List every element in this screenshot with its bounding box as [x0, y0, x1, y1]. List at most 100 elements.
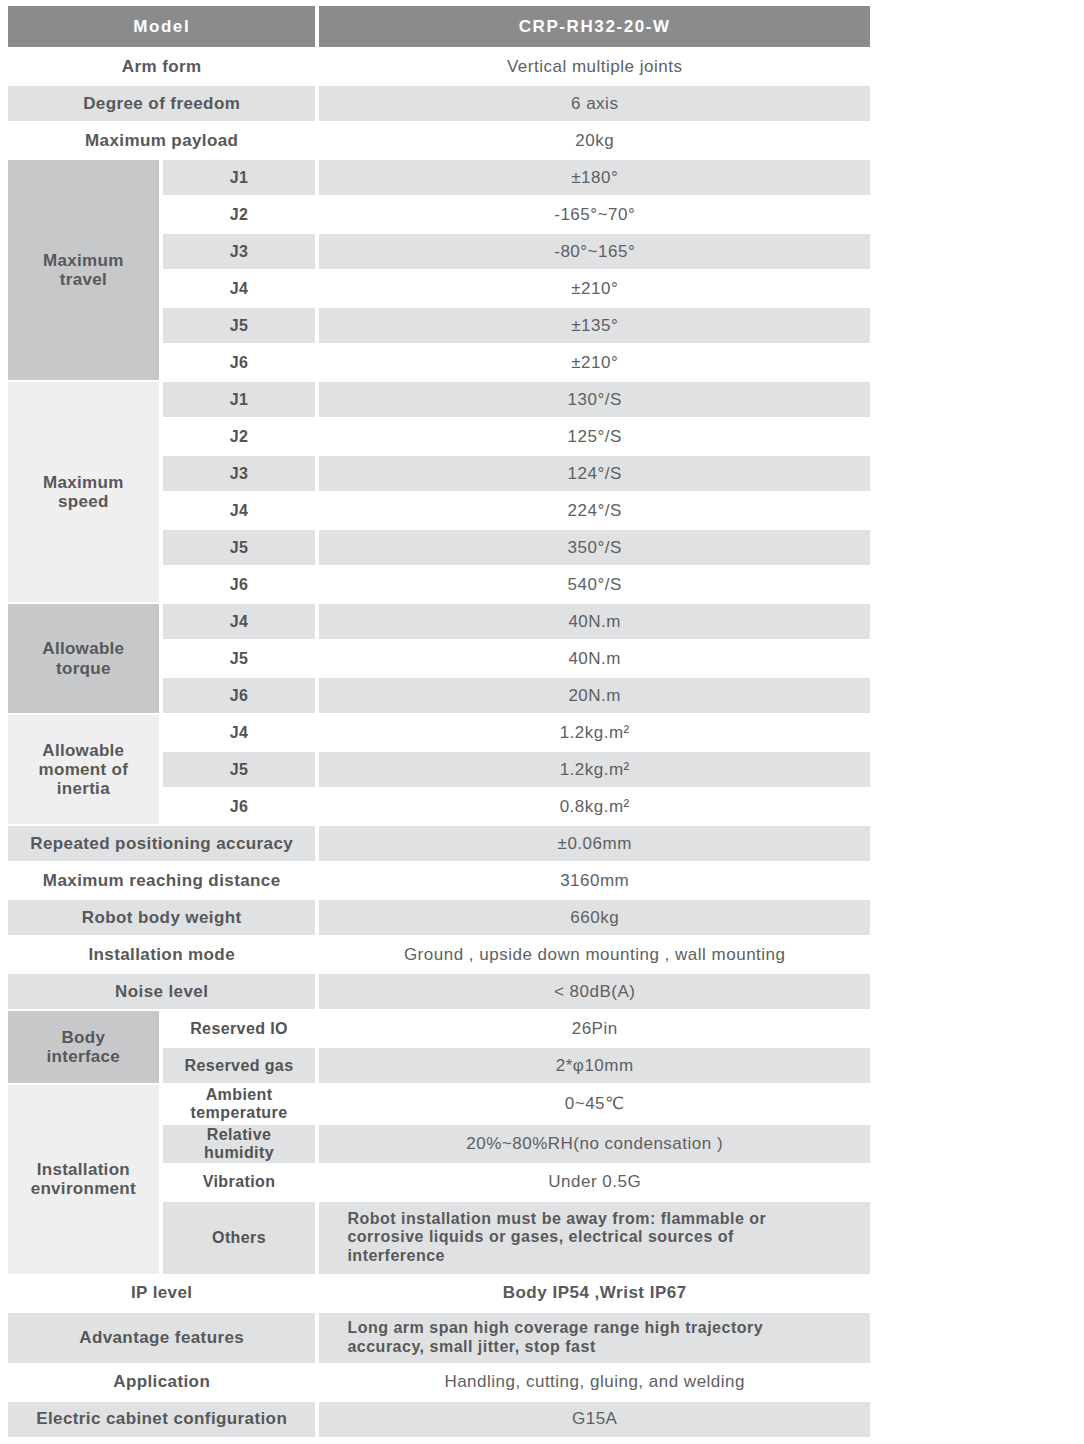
application-value: Handling, cutting, gluing, and welding: [319, 1365, 870, 1400]
maximum-reaching-distance-label: Maximum reaching distance: [8, 863, 315, 898]
speed-j2-label: J2: [163, 419, 316, 454]
repeated-positioning-accuracy-label: Repeated positioning accuracy: [8, 826, 315, 861]
torque-j5-label: J5: [163, 641, 316, 676]
body-interface-group-label: Body interface: [8, 1011, 159, 1083]
robot-body-weight-label: Robot body weight: [8, 900, 315, 935]
reserved-io-value: 26Pin: [319, 1011, 870, 1046]
maximum-reaching-distance-value: 3160mm: [319, 863, 870, 898]
relative-humidity-label: Relative humidity: [163, 1125, 316, 1163]
inertia-j6-label: J6: [163, 789, 316, 824]
arm-form-label: Arm form: [8, 49, 315, 84]
inertia-j5-value: 1.2kg.m²: [319, 752, 870, 787]
allowable-torque-group-label: Allowable torque: [8, 604, 159, 713]
robot-body-weight-value: 660kg: [319, 900, 870, 935]
travel-j5-label: J5: [163, 308, 316, 343]
speed-j2-value: 125°/S: [319, 419, 870, 454]
travel-j4-value: ±210°: [319, 271, 870, 306]
maximum-payload-label: Maximum payload: [8, 123, 315, 158]
row-inertia-j4: Allowable moment of inertia J4 1.2kg.m²: [8, 715, 870, 750]
advantage-features-label: Advantage features: [8, 1313, 315, 1363]
travel-j1-value: ±180°: [319, 160, 870, 195]
speed-j3-label: J3: [163, 456, 316, 491]
ip-level-label: IP level: [8, 1276, 315, 1311]
row-maximum-reaching-distance: Maximum reaching distance 3160mm: [8, 863, 870, 898]
row-ip-level: IP level Body IP54 ,Wrist IP67: [8, 1276, 870, 1311]
row-noise-level: Noise level < 80dB(A): [8, 974, 870, 1009]
torque-j4-label: J4: [163, 604, 316, 639]
header-row: Model CRP-RH32-20-W: [8, 6, 870, 47]
row-advantage-features: Advantage features Long arm span high co…: [8, 1313, 870, 1363]
torque-j5-value: 40N.m: [319, 641, 870, 676]
reserved-gas-label: Reserved gas: [163, 1048, 316, 1083]
row-reserved-io: Body interface Reserved IO 26Pin: [8, 1011, 870, 1046]
ip-level-value: Body IP54 ,Wrist IP67: [319, 1276, 870, 1311]
degree-of-freedom-value: 6 axis: [319, 86, 870, 121]
model-header-value: CRP-RH32-20-W: [319, 6, 870, 47]
travel-j5-value: ±135°: [319, 308, 870, 343]
row-installation-mode: Installation mode Ground , upside down m…: [8, 937, 870, 972]
noise-level-value: < 80dB(A): [319, 974, 870, 1009]
model-header-label: Model: [8, 6, 315, 47]
others-value: Robot installation must be away from: fl…: [319, 1202, 870, 1274]
speed-j6-value: 540°/S: [319, 567, 870, 602]
advantage-features-value: Long arm span high coverage range high t…: [319, 1313, 870, 1363]
row-degree-of-freedom: Degree of freedom 6 axis: [8, 86, 870, 121]
maximum-speed-group-label: Maximum speed: [8, 382, 159, 602]
travel-j2-label: J2: [163, 197, 316, 232]
row-travel-j1: Maximum travel J1 ±180°: [8, 160, 870, 195]
reserved-io-label: Reserved IO: [163, 1011, 316, 1046]
electric-cabinet-configuration-label: Electric cabinet configuration: [8, 1402, 315, 1437]
electric-cabinet-configuration-value: G15A: [319, 1402, 870, 1437]
speed-j1-value: 130°/S: [319, 382, 870, 417]
ambient-temperature-value: 0~45℃: [319, 1085, 870, 1123]
ambient-temperature-label: Ambient temperature: [163, 1085, 316, 1123]
installation-mode-label: Installation mode: [8, 937, 315, 972]
row-torque-j4: Allowable torque J4 40N.m: [8, 604, 870, 639]
relative-humidity-value: 20%~80%RH(no condensation ): [319, 1125, 870, 1163]
repeated-positioning-accuracy-value: ±0.06mm: [319, 826, 870, 861]
travel-j3-value: -80°~165°: [319, 234, 870, 269]
row-application: Application Handling, cutting, gluing, a…: [8, 1365, 870, 1400]
inertia-j4-label: J4: [163, 715, 316, 750]
travel-j3-label: J3: [163, 234, 316, 269]
inertia-j6-value: 0.8kg.m²: [319, 789, 870, 824]
travel-j2-value: -165°~70°: [319, 197, 870, 232]
inertia-j5-label: J5: [163, 752, 316, 787]
speed-j1-label: J1: [163, 382, 316, 417]
speed-j4-value: 224°/S: [319, 493, 870, 528]
torque-j6-value: 20N.m: [319, 678, 870, 713]
speed-j5-label: J5: [163, 530, 316, 565]
others-label: Others: [163, 1202, 316, 1274]
row-arm-form: Arm form Vertical multiple joints: [8, 49, 870, 84]
travel-j4-label: J4: [163, 271, 316, 306]
speed-j4-label: J4: [163, 493, 316, 528]
maximum-payload-value: 20kg: [319, 123, 870, 158]
travel-j6-value: ±210°: [319, 345, 870, 380]
torque-j6-label: J6: [163, 678, 316, 713]
row-maximum-payload: Maximum payload 20kg: [8, 123, 870, 158]
row-robot-body-weight: Robot body weight 660kg: [8, 900, 870, 935]
application-label: Application: [8, 1365, 315, 1400]
row-ambient-temperature: Installation environment Ambient tempera…: [8, 1085, 870, 1123]
travel-j1-label: J1: [163, 160, 316, 195]
arm-form-value: Vertical multiple joints: [319, 49, 870, 84]
vibration-value: Under 0.5G: [319, 1165, 870, 1200]
maximum-travel-group-label: Maximum travel: [8, 160, 159, 380]
torque-j4-value: 40N.m: [319, 604, 870, 639]
reserved-gas-value: 2*φ10mm: [319, 1048, 870, 1083]
degree-of-freedom-label: Degree of freedom: [8, 86, 315, 121]
row-electric-cabinet-configuration: Electric cabinet configuration G15A: [8, 1402, 870, 1437]
installation-mode-value: Ground , upside down mounting , wall mou…: [319, 937, 870, 972]
speed-j5-value: 350°/S: [319, 530, 870, 565]
robot-spec-table: Model CRP-RH32-20-W Arm form Vertical mu…: [4, 4, 874, 1439]
installation-environment-group-label: Installation environment: [8, 1085, 159, 1274]
speed-j3-value: 124°/S: [319, 456, 870, 491]
row-speed-j1: Maximum speed J1 130°/S: [8, 382, 870, 417]
travel-j6-label: J6: [163, 345, 316, 380]
allowable-moment-of-inertia-group-label: Allowable moment of inertia: [8, 715, 159, 824]
speed-j6-label: J6: [163, 567, 316, 602]
inertia-j4-value: 1.2kg.m²: [319, 715, 870, 750]
row-repeated-positioning-accuracy: Repeated positioning accuracy ±0.06mm: [8, 826, 870, 861]
noise-level-label: Noise level: [8, 974, 315, 1009]
vibration-label: Vibration: [163, 1165, 316, 1200]
